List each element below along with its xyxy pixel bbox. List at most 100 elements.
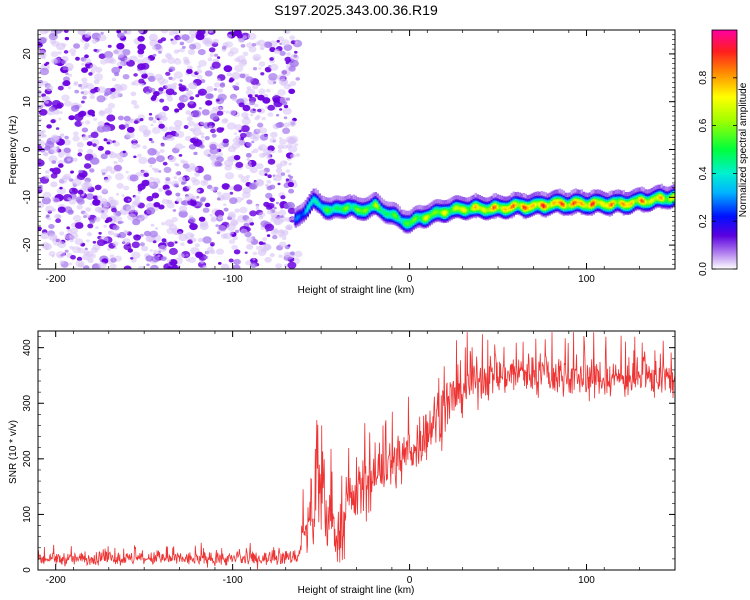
- noise-blob: [256, 114, 261, 119]
- noise-blob: [251, 140, 255, 144]
- track-cell: [386, 201, 389, 206]
- track-cell: [312, 188, 315, 193]
- noise-blob: [44, 145, 51, 151]
- noise-blob: [131, 251, 141, 259]
- noise-blob: [216, 78, 221, 82]
- noise-blob: [287, 261, 297, 269]
- track-cell: [318, 193, 321, 198]
- track-cell: [498, 194, 501, 199]
- noise-blob: [216, 110, 224, 116]
- noise-blob: [254, 179, 265, 187]
- noise-blob: [294, 41, 298, 44]
- noise-blob: [137, 30, 144, 34]
- noise-blob: [229, 231, 234, 235]
- noise-blob: [183, 125, 189, 129]
- noise-blob: [278, 229, 284, 234]
- noise-blob: [151, 127, 161, 134]
- noise-blob: [38, 159, 45, 167]
- noise-blob: [129, 118, 136, 124]
- track-cell: [380, 197, 383, 202]
- noise-blob: [67, 158, 71, 162]
- snr-x-label: Height of straight line (km): [298, 585, 415, 596]
- noise-blob: [267, 174, 272, 178]
- noise-blob: [148, 33, 158, 42]
- noise-blob: [158, 115, 165, 121]
- noise-blob: [64, 30, 69, 33]
- noise-blob: [200, 121, 205, 125]
- noise-blob: [263, 41, 273, 48]
- track-cell: [428, 203, 431, 208]
- track-cell: [444, 200, 447, 205]
- noise-blob: [252, 136, 259, 142]
- noise-blob: [182, 145, 186, 149]
- noise-blob: [188, 217, 196, 223]
- noise-blob: [229, 197, 238, 205]
- noise-blob: [281, 39, 290, 46]
- snr-series-line: [38, 332, 675, 570]
- noise-blob: [240, 125, 250, 133]
- noise-blob: [153, 249, 159, 254]
- noise-blob: [131, 241, 140, 249]
- noise-blob: [278, 254, 283, 258]
- noise-blob: [185, 258, 191, 262]
- noise-blob: [214, 53, 219, 57]
- noise-blob: [151, 255, 160, 263]
- noise-blob: [252, 67, 258, 71]
- noise-blob: [210, 217, 217, 223]
- noise-blob: [226, 72, 232, 77]
- noise-blob: [258, 61, 266, 67]
- track-cell: [456, 195, 459, 200]
- track-cell: [536, 191, 539, 196]
- y-tick-label: 300: [22, 394, 33, 411]
- track-cell: [296, 206, 299, 211]
- noise-blob: [227, 157, 232, 161]
- noise-blob: [141, 73, 148, 79]
- noise-blob: [212, 38, 219, 44]
- noise-blob: [197, 88, 207, 96]
- noise-blob: [269, 63, 279, 71]
- noise-blob: [123, 185, 130, 191]
- noise-blob: [266, 234, 271, 237]
- noise-blob: [189, 100, 194, 105]
- noise-blob: [178, 154, 183, 157]
- noise-blob: [67, 67, 73, 72]
- track-cell: [474, 192, 477, 198]
- noise-blob: [233, 154, 241, 161]
- noise-blob: [115, 152, 124, 160]
- noise-blob: [145, 255, 154, 262]
- track-cell: [658, 184, 661, 189]
- noise-blob: [258, 127, 268, 134]
- noise-blob: [148, 75, 156, 82]
- noise-blob: [217, 225, 227, 233]
- track-cell: [418, 204, 421, 209]
- noise-blob: [213, 186, 219, 191]
- noise-blob: [234, 124, 243, 131]
- colorbar-tick-label: 0.4: [698, 166, 709, 180]
- noise-blob: [189, 137, 197, 144]
- noise-blob: [50, 119, 56, 124]
- noise-blob: [110, 87, 116, 92]
- noise-blob: [288, 135, 299, 143]
- noise-blob: [177, 102, 186, 109]
- noise-blob: [114, 173, 124, 181]
- noise-blob: [288, 88, 296, 95]
- noise-blob: [217, 215, 224, 220]
- noise-blob: [246, 142, 252, 147]
- noise-blob: [110, 170, 115, 174]
- noise-blob: [145, 91, 150, 95]
- noise-blob: [68, 262, 73, 266]
- noise-blob: [175, 171, 181, 176]
- noise-blob: [173, 183, 179, 188]
- track-cell: [648, 189, 651, 194]
- noise-blob: [264, 173, 268, 176]
- noise-blob: [180, 242, 185, 247]
- noise-blob: [133, 234, 142, 241]
- track-cell: [576, 189, 579, 194]
- noise-blob: [242, 51, 249, 57]
- noise-blob: [240, 44, 246, 48]
- noise-blob: [165, 88, 175, 96]
- noise-blob: [223, 65, 233, 73]
- noise-blob: [221, 183, 230, 190]
- noise-blob: [75, 56, 80, 61]
- noise-blob: [118, 158, 124, 163]
